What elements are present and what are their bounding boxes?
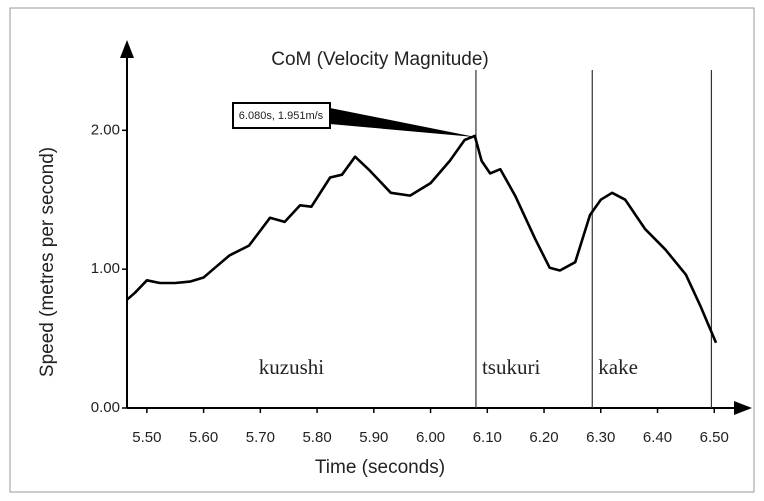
annotation-text: 6.080s, 1.951m/s bbox=[239, 110, 324, 122]
y-axis-arrow bbox=[120, 40, 134, 58]
annotation-box bbox=[232, 102, 331, 129]
y-axis-title: Speed (metres per second) bbox=[37, 147, 58, 377]
x-tick-label: 5.90 bbox=[359, 429, 388, 446]
x-axis-title: Time (seconds) bbox=[315, 457, 445, 478]
phase-label: kuzushi bbox=[259, 355, 324, 379]
y-tick-label: 0.00 bbox=[91, 399, 120, 416]
speed-line bbox=[126, 134, 718, 344]
annotation-pointer bbox=[330, 108, 476, 138]
x-tick-label: 6.10 bbox=[473, 429, 502, 446]
x-tick-label: 5.60 bbox=[189, 429, 218, 446]
y-tick-label: 1.00 bbox=[91, 260, 120, 277]
x-tick-label: 5.80 bbox=[302, 429, 331, 446]
chart-title: CoM (Velocity Magnitude) bbox=[271, 49, 489, 70]
x-tick-label: 6.40 bbox=[643, 429, 672, 446]
x-tick-label: 6.20 bbox=[529, 429, 558, 446]
x-tick-label: 6.50 bbox=[700, 429, 729, 446]
x-tick-label: 6.00 bbox=[416, 429, 445, 446]
frame bbox=[9, 7, 755, 493]
phase-label: kake bbox=[598, 355, 638, 379]
x-axis-arrow bbox=[734, 401, 752, 415]
y-tick-label: 2.00 bbox=[91, 121, 120, 138]
phase-label: tsukuri bbox=[482, 355, 541, 379]
x-tick-label: 6.30 bbox=[586, 429, 615, 446]
x-tick-label: 5.70 bbox=[246, 429, 275, 446]
x-tick-label: 5.50 bbox=[132, 429, 161, 446]
